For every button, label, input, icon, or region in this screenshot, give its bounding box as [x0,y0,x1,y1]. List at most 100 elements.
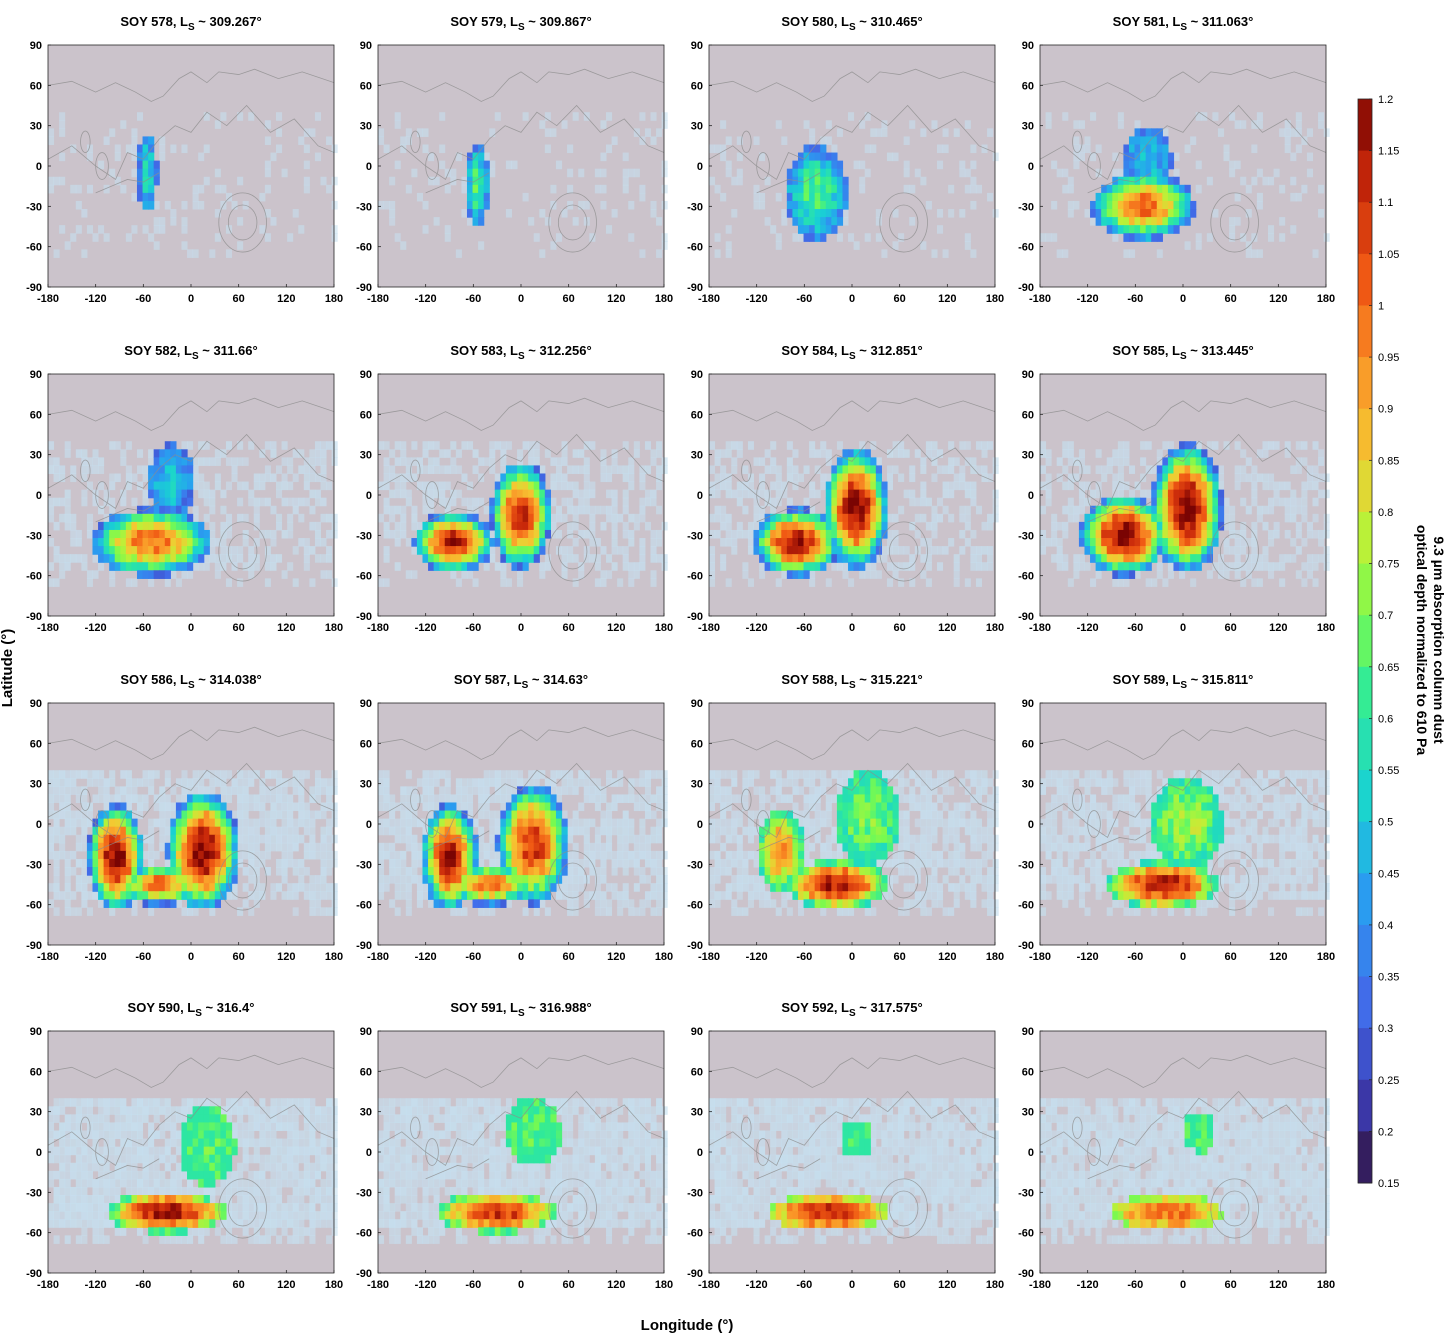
y-tick-label: -60 [26,571,42,583]
y-tick-label: -60 [1018,571,1034,583]
y-tick-label: -60 [26,900,42,912]
colorbar-tick-label: 1.1 [1378,197,1393,209]
y-tick-label: 0 [697,490,703,502]
x-tick-label: 60 [894,622,906,634]
y-tick-label: -90 [687,1268,703,1280]
y-tick-label: -30 [356,201,372,213]
y-tick-label: 60 [691,80,703,92]
topography-contours [708,68,996,253]
y-tick-label: 90 [360,369,372,381]
topography-contours [377,1054,665,1239]
y-tick-label: 0 [366,161,372,173]
x-tick-label: 60 [563,1279,575,1291]
x-tick-label: -60 [465,622,481,634]
panel-5: -180 -120 -60 0 60 120 180 90 60 30 0 -30 -60 -90 SOY … [26,343,343,634]
panel-grid: -180 -120 -60 0 60 120 180 90 60 30 0 -30 -60 -90 SOY … [26,14,1335,1291]
x-tick-label: 180 [655,1279,673,1291]
x-tick-label: -120 [415,293,437,305]
x-tick-label: 120 [938,293,956,305]
y-tick-label: -90 [687,611,703,623]
x-tick-label: -60 [796,951,812,963]
x-tick-label: -120 [85,622,107,634]
panel-13: -180 -120 -60 0 60 120 180 90 60 30 0 -30 -60 -90 SOY … [26,1000,343,1291]
panel-8: -180 -120 -60 0 60 120 180 90 60 30 0 -30 -60 -90 SOY … [1018,343,1335,634]
x-tick-label: 0 [849,951,855,963]
x-tick-label: -60 [135,293,151,305]
dust-cells [422,786,568,908]
panel-title: SOY 588, LS ~ 315.221° [781,672,922,691]
panel-title: SOY 590, LS ~ 316.4° [128,1000,255,1019]
x-tick-label: 120 [607,293,625,305]
panel-2: -180 -120 -60 0 60 120 180 90 60 30 0 -30 -60 -90 SOY … [356,14,673,305]
y-tick-label: 30 [691,121,703,133]
colorbar-segment [1358,976,1372,1029]
y-tick-label: 90 [691,1026,703,1038]
colorbar-segment [1358,408,1372,461]
x-tick-label: -120 [746,1279,768,1291]
colorbar-segment [1358,150,1372,203]
x-tick-label: -120 [415,1279,437,1291]
y-tick-label: -60 [1018,900,1034,912]
map-background [378,45,664,287]
topography-contours [708,726,996,911]
colorbar-label-line2: optical depth normalized to 610 Pa [1414,525,1430,755]
y-tick-label: 60 [30,1066,42,1078]
y-tick-label: 60 [30,409,42,421]
colorbar-tick-label: 0.45 [1378,868,1399,880]
colorbar-segment [1358,718,1372,771]
y-tick-label: -30 [1018,1187,1034,1199]
dust-cells [770,1122,888,1228]
panel-title: SOY 579, LS ~ 309.867° [450,14,591,33]
x-tick-label: 0 [188,293,194,305]
x-tick-label: 0 [188,1279,194,1291]
y-tick-label: 0 [366,819,372,831]
dust-cells [86,794,238,908]
x-tick-label: -180 [1029,1279,1051,1291]
colorbar-segment [1358,99,1372,152]
x-tick-label: -120 [1077,1279,1099,1291]
colorbar-tick-label: 0.25 [1378,1075,1399,1087]
x-tick-label: -120 [85,1279,107,1291]
colorbar-tick-label: 1.05 [1378,249,1399,261]
y-tick-label: -60 [1018,242,1034,254]
y-tick-label: 90 [1022,698,1034,710]
x-tick-label: 120 [277,1279,295,1291]
x-tick-label: -180 [1029,622,1051,634]
y-tick-label: 0 [697,1147,703,1159]
y-tick-label: 30 [30,1107,42,1119]
colorbar-tick-label: 0.65 [1378,662,1399,674]
x-tick-label: 180 [1317,622,1335,634]
y-tick-label: -90 [1018,1268,1034,1280]
y-tick-label: 30 [1022,779,1034,791]
dust-cells [466,144,490,226]
y-tick-label: 90 [360,698,372,710]
x-tick-label: -180 [1029,951,1051,963]
panel-title: SOY 578, LS ~ 309.267° [120,14,261,33]
colorbar-tick-label: 1.2 [1378,94,1393,106]
y-tick-label: -30 [26,530,42,542]
x-tick-label: -180 [698,622,720,634]
panel-11: -180 -120 -60 0 60 120 180 90 60 30 0 -30 -60 -90 SOY … [687,672,1004,963]
y-tick-label: -90 [26,1268,42,1280]
y-tick-label: 0 [1028,819,1034,831]
panel-title: SOY 587, LS ~ 314.63° [454,672,588,691]
colorbar-tick-label: 0.55 [1378,765,1399,777]
x-tick-label: 60 [1225,951,1237,963]
y-tick-label: 30 [360,121,372,133]
y-tick-label: 60 [360,1066,372,1078]
y-tick-label: 0 [36,161,42,173]
x-tick-label: -120 [746,622,768,634]
x-tick-label: -120 [85,951,107,963]
y-tick-label: 0 [1028,161,1034,173]
y-tick-label: 90 [30,1026,42,1038]
y-tick-label: -90 [26,282,42,294]
panel-4: -180 -120 -60 0 60 120 180 90 60 30 0 -30 -60 -90 SOY … [1018,14,1335,305]
y-tick-label: 90 [691,698,703,710]
colorbar-tick-label: 0.8 [1378,507,1393,519]
x-tick-label: 120 [277,622,295,634]
x-tick-label: 60 [1225,293,1237,305]
topography-contours [377,68,665,253]
topography-contours [1039,1054,1327,1239]
panel-14: -180 -120 -60 0 60 120 180 90 60 30 0 -30 -60 -90 SOY … [356,1000,673,1291]
x-tick-label: -180 [698,293,720,305]
